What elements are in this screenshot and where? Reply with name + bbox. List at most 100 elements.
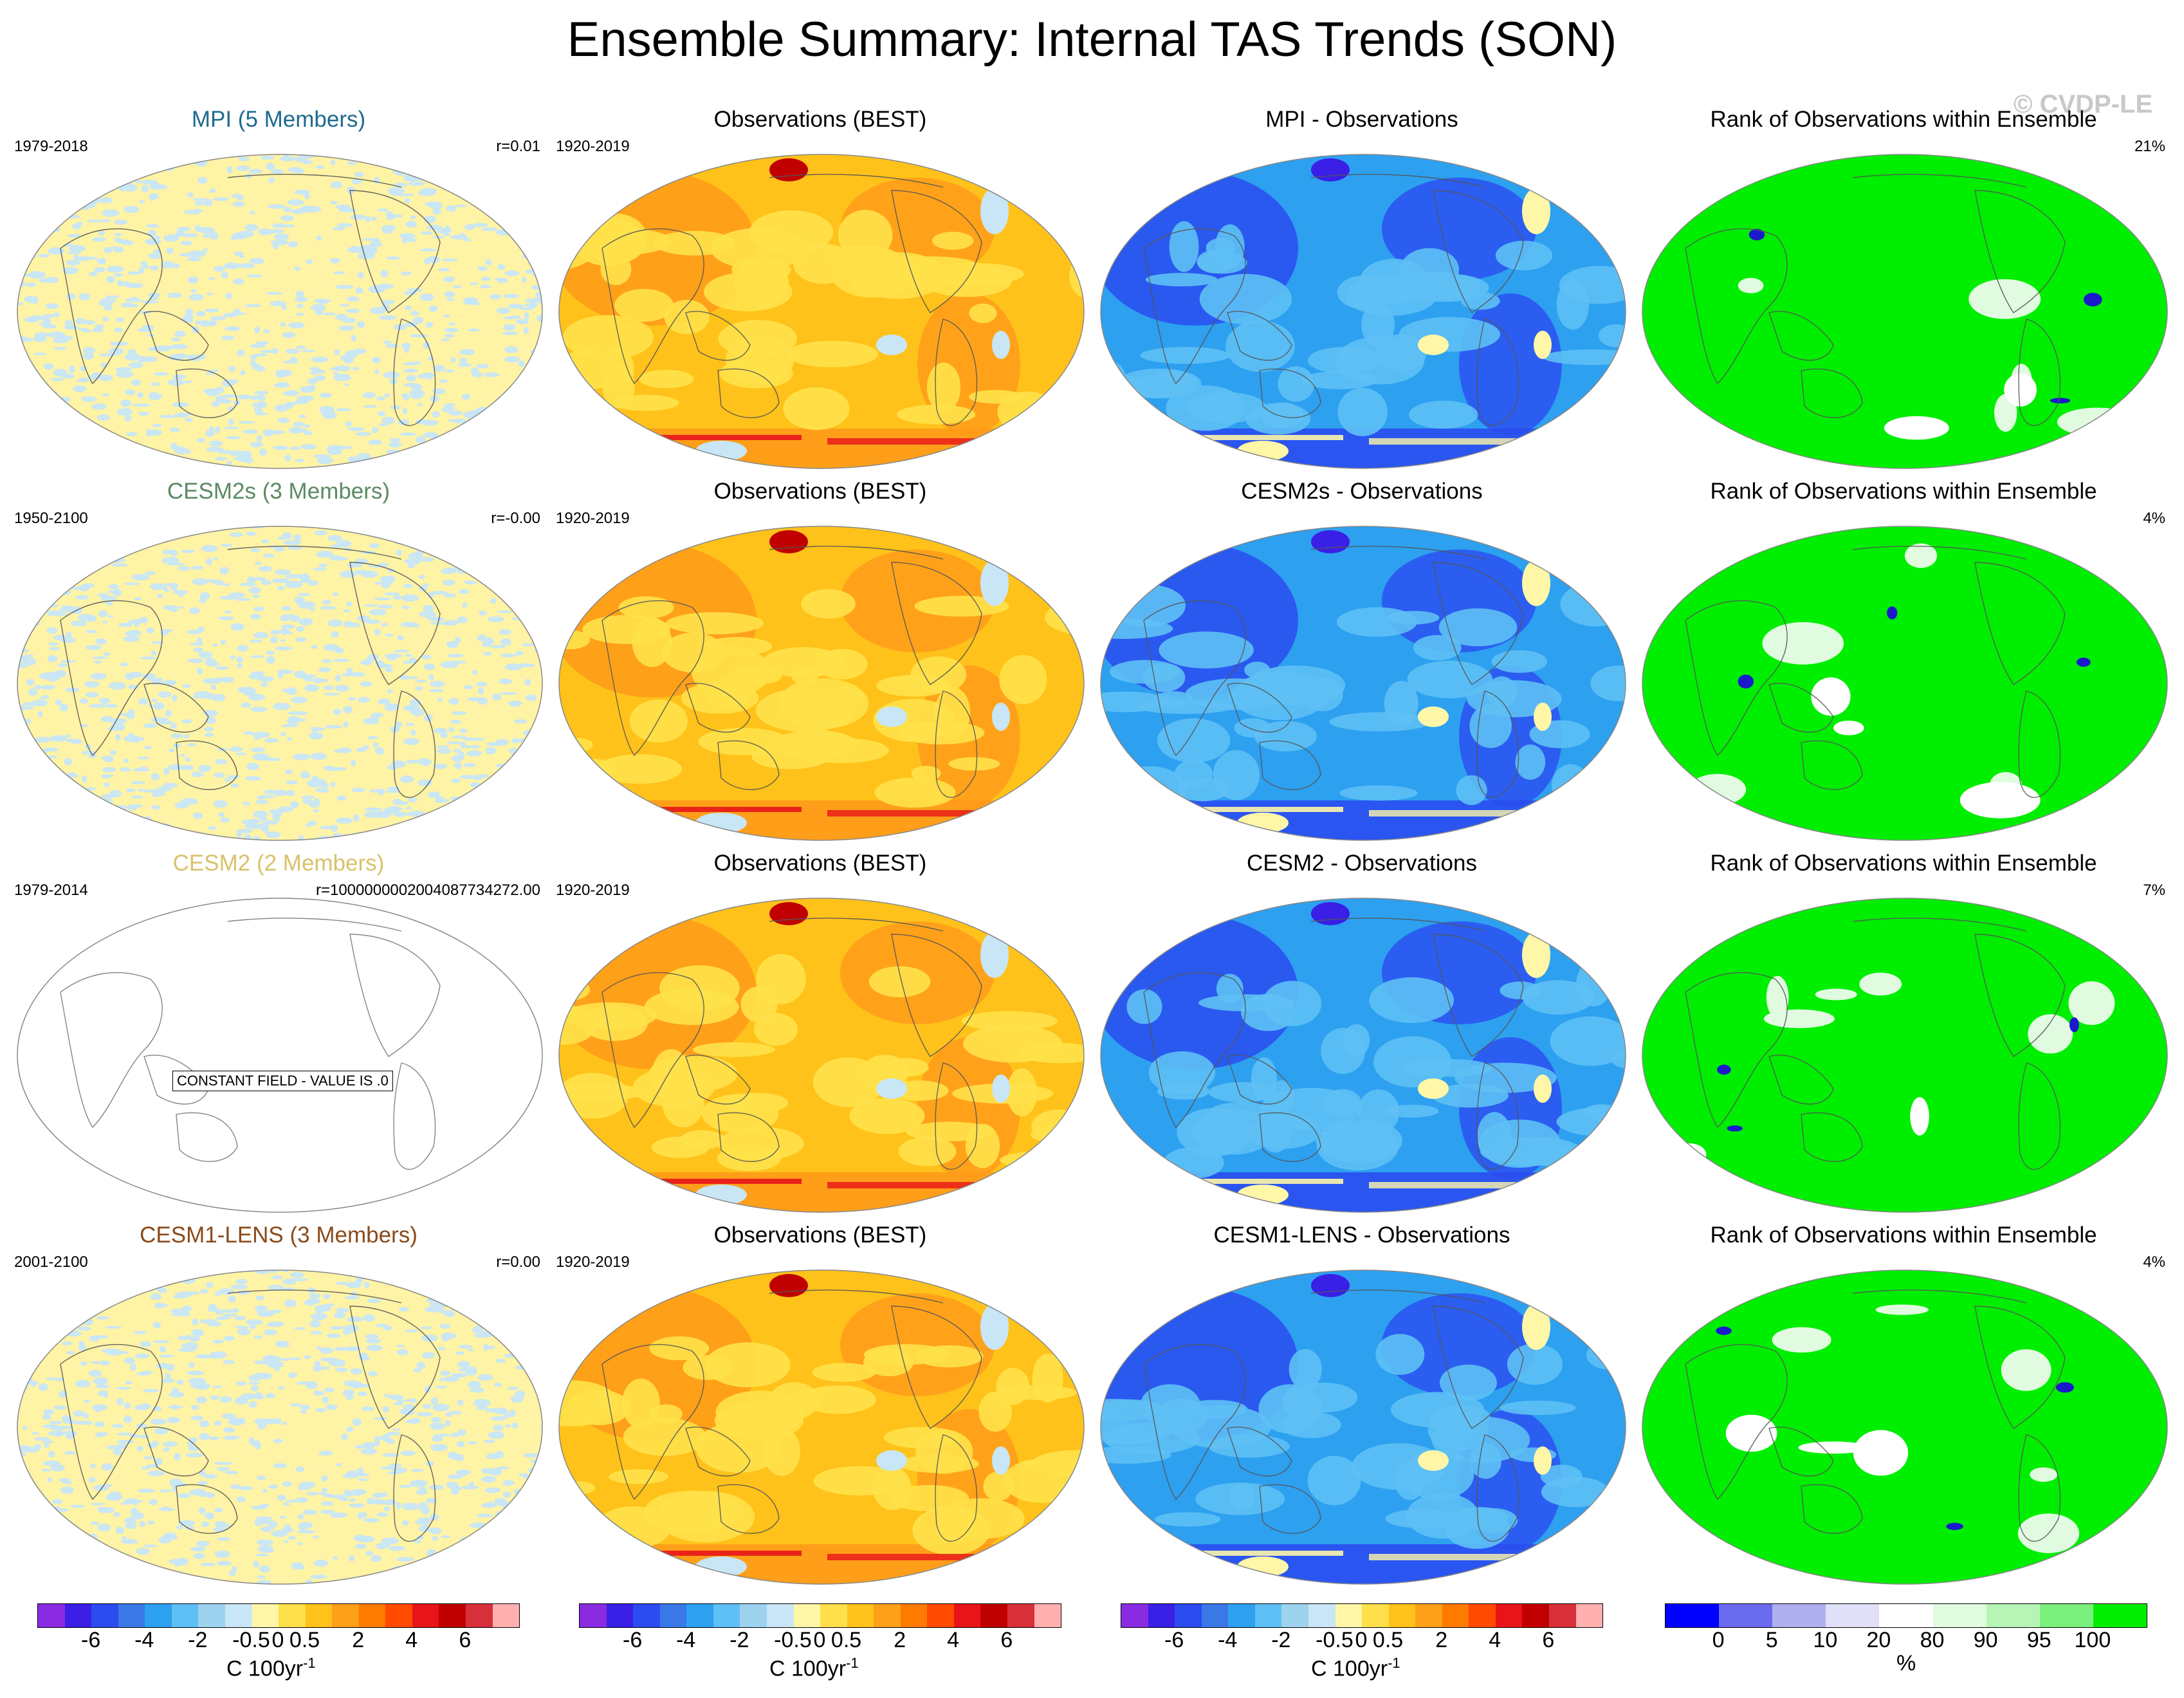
colorbar-tick-label: 2	[1435, 1628, 1448, 1652]
obs-period-label: 1920-2019	[556, 138, 630, 155]
constant-field-label: CONSTANT FIELD - VALUE IS .0	[172, 1071, 393, 1091]
rank-title: Rank of Observations within Ensemble	[1710, 1223, 2097, 1248]
colorbar-swatch	[874, 1604, 901, 1627]
panel-model-row1: MPI (5 Members) 1979-2018 r=0.01	[6, 98, 551, 471]
colorbar-swatch	[1281, 1604, 1308, 1627]
colorbar-tick-label: 4	[405, 1628, 418, 1652]
colorbar-swatch	[118, 1604, 145, 1627]
colorbar-tick-label: 80	[1920, 1628, 1945, 1652]
colorbar-swatch	[633, 1604, 660, 1627]
colorbar-tick-label: 90	[1973, 1628, 1998, 1652]
colorbar-swatch	[1879, 1604, 1933, 1627]
colorbar-swatch	[1254, 1604, 1282, 1627]
colorbar-swatch	[1228, 1604, 1255, 1627]
model-map: CONSTANT FIELD - VALUE IS .0	[15, 896, 544, 1215]
colorbar-tick-label: -2	[188, 1628, 208, 1652]
colorbar-model-unit: C 100yr-1	[226, 1655, 316, 1681]
colorbar-swatch	[1772, 1604, 1826, 1627]
diff-map	[1099, 896, 1628, 1215]
colorbar-swatch	[91, 1604, 118, 1627]
obs-map	[557, 896, 1086, 1215]
colorbar-swatch	[1575, 1604, 1603, 1627]
colorbar-swatch	[766, 1604, 794, 1627]
colorbar-swatch	[38, 1604, 65, 1627]
diff-title: CESM2 - Observations	[1247, 851, 1477, 876]
diff-title: CESM2s - Observations	[1241, 479, 1483, 504]
colorbar-swatch	[659, 1604, 687, 1627]
colorbar-swatch	[1308, 1604, 1335, 1627]
colorbar-rank-unit: %	[1896, 1651, 1916, 1675]
colorbar-tick-label: 0.5	[289, 1628, 320, 1652]
colorbar-swatch	[466, 1604, 493, 1627]
colorbar-swatch	[793, 1604, 821, 1627]
colorbar-swatch	[1201, 1604, 1229, 1627]
colorbar-swatch	[1415, 1604, 1442, 1627]
obs-period-label: 1920-2019	[556, 1253, 630, 1271]
colorbar-swatch	[358, 1604, 386, 1627]
rank-title: Rank of Observations within Ensemble	[1710, 479, 2097, 504]
colorbar-swatch	[606, 1604, 634, 1627]
colorbar-swatch	[1335, 1604, 1363, 1627]
rank-percent-label: 4%	[2143, 1253, 2165, 1271]
figure-title: Ensemble Summary: Internal TAS Trends (S…	[567, 12, 1617, 67]
panel-obs-row2: Observations (BEST) 1920-2019	[548, 470, 1092, 843]
colorbar-tick-label: 0	[1712, 1628, 1725, 1652]
colorbar-tick-label: 6	[459, 1628, 472, 1652]
rank-map	[1640, 896, 2169, 1215]
colorbar-rank	[1665, 1603, 2147, 1628]
colorbar-swatch	[171, 1604, 199, 1627]
obs-map	[557, 152, 1086, 471]
colorbar-tick-label: -6	[1164, 1628, 1184, 1652]
rank-percent-label: 7%	[2143, 881, 2165, 899]
model-map	[15, 152, 544, 471]
obs-period-label: 1920-2019	[556, 881, 630, 899]
model-title: CESM2 (2 Members)	[172, 851, 385, 876]
colorbar-swatch	[953, 1604, 981, 1627]
colorbar-tick-label: -4	[134, 1628, 154, 1652]
colorbar-tick-label: 4	[1489, 1628, 1501, 1652]
panel-model-row3: CESM2 (2 Members) 1979-2014 r=100000000200…	[6, 842, 551, 1215]
colorbar-swatch	[492, 1604, 520, 1627]
colorbar-tick-label: -0.5	[1316, 1628, 1354, 1652]
colorbar-swatch	[279, 1604, 306, 1627]
obs-map	[557, 524, 1086, 843]
colorbar-swatch	[198, 1604, 225, 1627]
watermark: © CVDP-LE	[2014, 90, 2153, 118]
colorbar-model-ticks: -6 -4 -2 -0.5 0 0.5 2 4 6	[37, 1628, 518, 1654]
panel-rank-row2: Rank of Observations within Ensemble 4%	[1631, 470, 2176, 843]
colorbar-obs-ticks: -6 -4 -2 -0.5 0 0.5 2 4 6	[579, 1628, 1060, 1654]
colorbar-tick-label: -2	[1271, 1628, 1291, 1652]
correlation-label: r=0.00	[496, 1253, 540, 1271]
colorbar-tick-label: 0	[1355, 1628, 1368, 1652]
colorbar-tick-label: -2	[730, 1628, 749, 1652]
diff-map	[1099, 524, 1628, 843]
colorbar-tick-label: 2	[352, 1628, 365, 1652]
colorbar-swatch	[1034, 1604, 1061, 1627]
colorbar-swatch	[385, 1604, 412, 1627]
rank-title: Rank of Observations within Ensemble	[1710, 107, 2097, 132]
colorbar-tick-label: 20	[1866, 1628, 1891, 1652]
colorbar-tick-label: -0.5	[232, 1628, 270, 1652]
colorbar-model	[37, 1603, 520, 1628]
colorbar-tick-label: 2	[894, 1628, 906, 1652]
colorbar-swatch	[1007, 1604, 1034, 1627]
colorbar-diff-unit: C 100yr-1	[1311, 1655, 1400, 1681]
obs-title: Observations (BEST)	[713, 1223, 927, 1248]
colorbar-swatch	[980, 1604, 1007, 1627]
colorbar-tick-label: 0.5	[830, 1628, 862, 1652]
colorbar-swatch	[820, 1604, 847, 1627]
model-map	[15, 1268, 544, 1587]
model-period-label: 1950-2100	[14, 510, 88, 527]
model-title: CESM1-LENS (3 Members)	[140, 1223, 418, 1248]
colorbar-swatch	[252, 1604, 279, 1627]
model-period-label: 1979-2018	[14, 138, 88, 155]
colorbar-swatch	[1495, 1604, 1523, 1627]
model-period-label: 1979-2014	[14, 881, 88, 899]
rank-percent-label: 21%	[2134, 138, 2165, 155]
colorbar-swatch	[2093, 1604, 2147, 1627]
colorbar-swatch	[305, 1604, 333, 1627]
correlation-label: r=-0.00	[491, 510, 540, 527]
colorbar-tick-label: 0	[271, 1628, 284, 1652]
panel-rank-row1: Rank of Observations within Ensemble 21%	[1631, 98, 2176, 471]
model-map	[15, 524, 544, 843]
